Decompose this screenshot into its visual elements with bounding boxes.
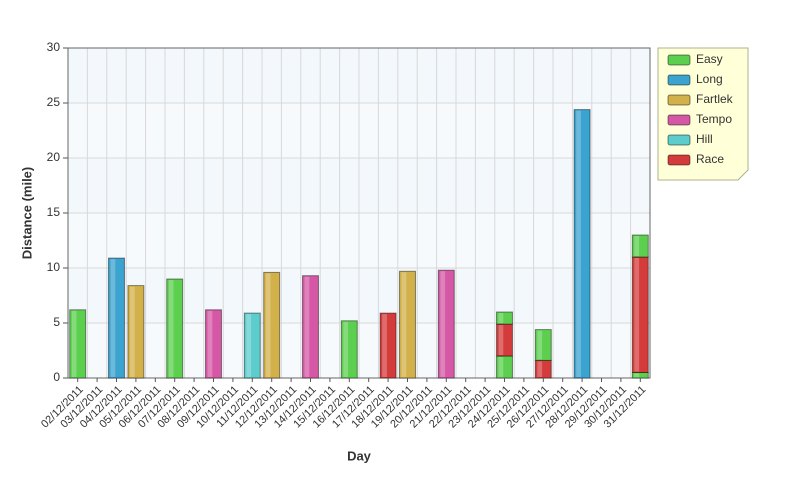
bar-highlight — [382, 314, 387, 377]
bar-segment — [496, 311, 513, 325]
bar-highlight — [304, 276, 310, 377]
bar-highlight — [498, 313, 504, 324]
legend-label: Fartlek — [696, 92, 734, 106]
bar-highlight — [537, 361, 543, 377]
bar-highlight — [498, 325, 504, 355]
bar-highlight — [537, 330, 543, 360]
legend-swatch — [667, 94, 691, 106]
bar-highlight — [498, 357, 504, 377]
bar-segment — [631, 234, 649, 258]
y-tick-label: 0 — [53, 370, 60, 384]
bar-highlight — [343, 321, 349, 377]
y-tick-label: 30 — [47, 40, 61, 54]
legend-label: Easy — [696, 52, 723, 66]
y-tick-label: 10 — [47, 260, 61, 274]
bar-highlight — [110, 259, 116, 377]
bar-segment — [534, 329, 552, 361]
legend-label: Race — [696, 152, 724, 166]
bar-highlight — [129, 286, 135, 377]
bar-highlight — [440, 271, 446, 377]
y-tick-label: 5 — [53, 315, 60, 329]
bar-highlight — [634, 236, 640, 256]
y-tick-label: 15 — [47, 205, 61, 219]
bar-highlight — [401, 272, 407, 377]
y-tick-label: 25 — [47, 95, 61, 109]
legend-swatch — [667, 134, 691, 146]
legend-label: Hill — [696, 132, 713, 146]
y-tick-label: 20 — [47, 150, 61, 164]
legend-swatch — [667, 74, 691, 86]
legend-label: Tempo — [696, 112, 732, 126]
plot-border — [67, 47, 651, 379]
legend-swatch — [667, 54, 691, 66]
bar-highlight — [634, 373, 640, 377]
legend-label: Long — [696, 72, 723, 86]
legend-swatch — [667, 154, 691, 166]
legend-swatch — [667, 114, 691, 126]
bar-highlight — [71, 310, 77, 377]
bar-highlight — [207, 310, 213, 377]
bar-highlight — [246, 314, 252, 377]
x-axis-title: Day — [347, 448, 372, 463]
bar-highlight — [168, 280, 174, 377]
y-axis-title: Distance (mile) — [19, 167, 34, 259]
bar-highlight — [634, 258, 640, 372]
bar-highlight — [576, 110, 581, 377]
bar-highlight — [265, 273, 271, 377]
